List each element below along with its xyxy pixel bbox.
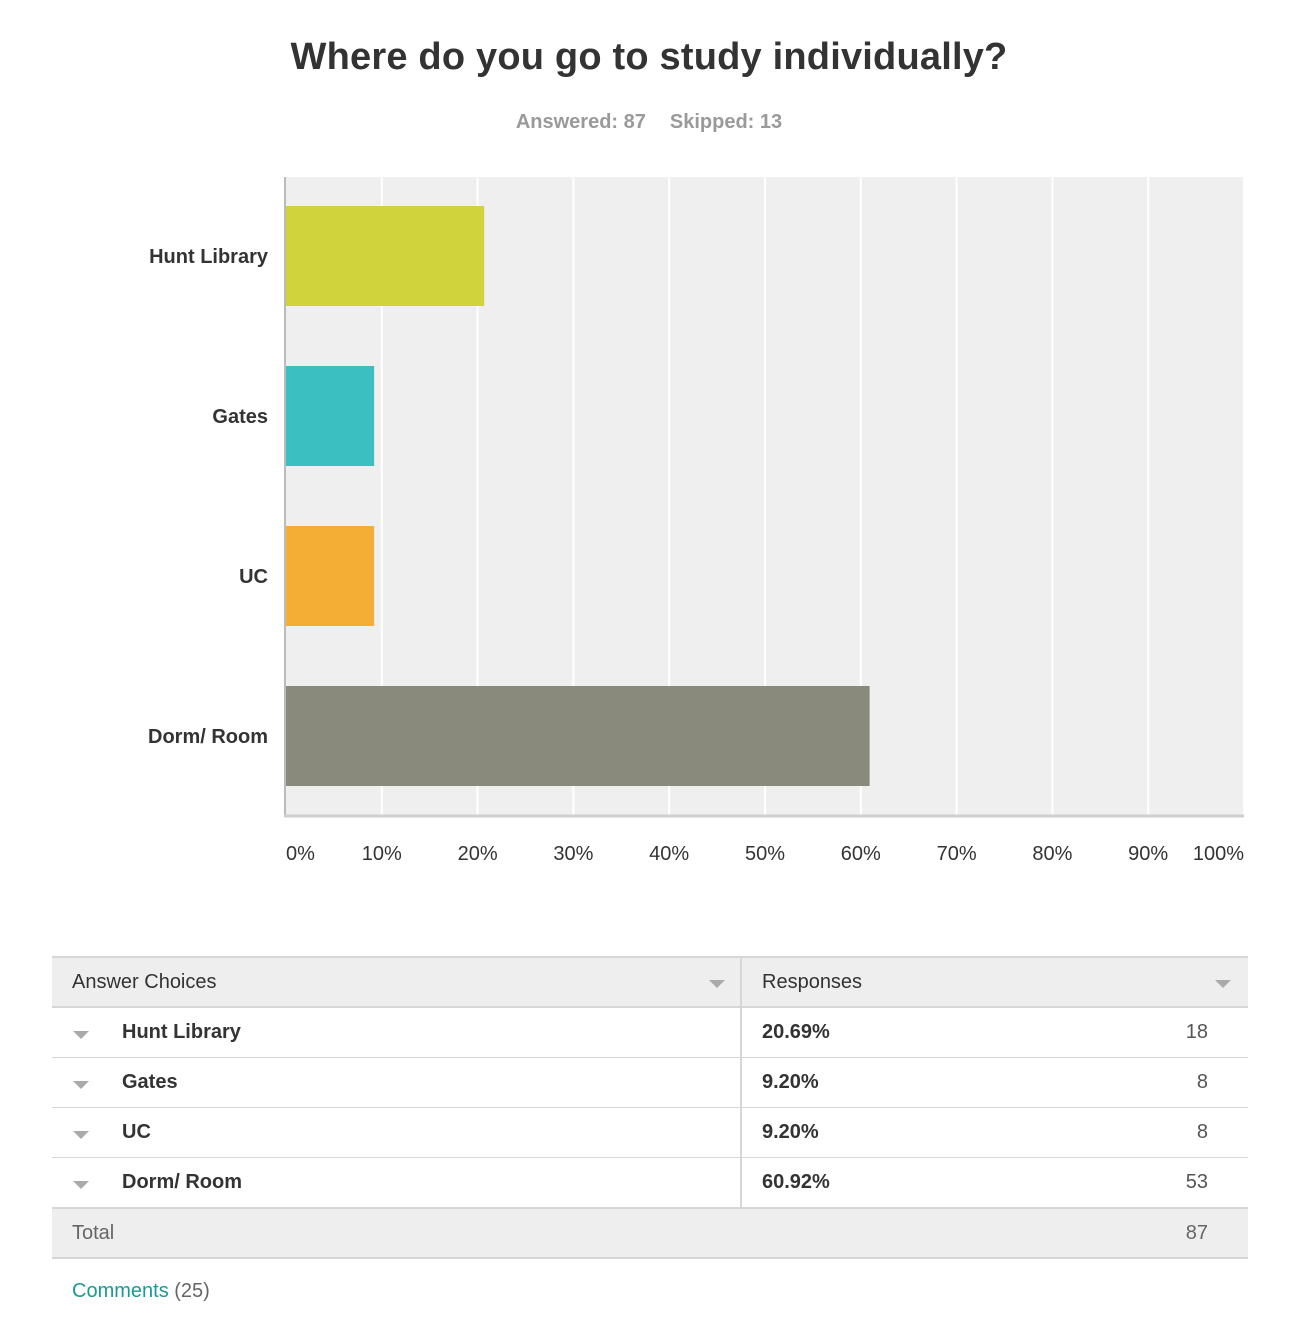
category-label: Hunt Library xyxy=(149,246,269,268)
x-tick-label: 20% xyxy=(458,843,498,865)
response-count: 8 xyxy=(1196,1071,1208,1093)
column-divider xyxy=(740,1158,742,1207)
table-row: UC 9.20% 8 xyxy=(52,1108,1248,1158)
table-row: Hunt Library 20.69% 18 xyxy=(52,1008,1248,1058)
answer-table: Answer Choices Responses Hunt Library 20… xyxy=(52,956,1248,1259)
category-label: UC xyxy=(239,566,268,588)
x-tick-label: 40% xyxy=(649,843,689,865)
response-percent: 20.69% xyxy=(762,1021,830,1043)
response-percent: 9.20% xyxy=(762,1071,819,1093)
response-percent: 9.20% xyxy=(762,1121,819,1143)
comments-count: (25) xyxy=(174,1280,210,1302)
column-divider xyxy=(740,1108,742,1157)
x-tick-label: 0% xyxy=(286,843,315,865)
expand-caret-icon[interactable] xyxy=(73,1131,89,1139)
total-count: 87 xyxy=(1185,1222,1208,1244)
x-tick-label: 60% xyxy=(841,843,881,865)
header-answer-choices[interactable]: Answer Choices xyxy=(72,971,217,993)
answer-label: UC xyxy=(122,1121,151,1143)
bar-4 xyxy=(286,686,870,786)
answer-label: Gates xyxy=(122,1071,178,1093)
x-tick-label: 10% xyxy=(362,843,402,865)
comments-label[interactable]: Comments xyxy=(72,1280,169,1302)
expand-caret-icon[interactable] xyxy=(73,1031,89,1039)
x-tick-label: 80% xyxy=(1032,843,1072,865)
total-label: Total xyxy=(72,1222,115,1244)
x-tick-label: 70% xyxy=(937,843,977,865)
table-row: Gates 9.20% 8 xyxy=(52,1058,1248,1108)
answer-label: Dorm/ Room xyxy=(122,1171,242,1193)
comments-link[interactable]: Comments (25) xyxy=(72,1280,210,1303)
sort-caret-icon[interactable] xyxy=(709,980,725,988)
bar-chart: Hunt Library Gates UC Dorm/ Room 0% 10% 20% 30%… xyxy=(148,177,1245,865)
category-label: Dorm/ Room xyxy=(148,726,268,748)
column-divider xyxy=(740,1058,742,1107)
response-count: 53 xyxy=(1185,1171,1208,1193)
table-total-row: Total 87 xyxy=(52,1208,1248,1259)
answered-count: Answered: 87 xyxy=(515,111,646,133)
skipped-count: Skipped: 13 xyxy=(669,111,783,133)
x-tick-label: 90% xyxy=(1128,843,1168,865)
column-divider xyxy=(740,1008,742,1057)
x-tick-label: 30% xyxy=(553,843,593,865)
answer-label: Hunt Library xyxy=(122,1021,241,1043)
bar-3 xyxy=(286,526,375,626)
table-row: Dorm/ Room 60.92% 53 xyxy=(52,1158,1248,1208)
response-count: 18 xyxy=(1185,1021,1208,1043)
sort-caret-icon[interactable] xyxy=(1215,980,1231,988)
column-divider xyxy=(740,958,742,1006)
response-summary: Answered: 87 Skipped: 13 xyxy=(0,111,1298,134)
x-tick-label: 100% xyxy=(1193,843,1244,865)
bar-1 xyxy=(286,206,485,306)
response-percent: 60.92% xyxy=(762,1171,830,1193)
bar-2 xyxy=(286,366,375,466)
category-label: Gates xyxy=(212,406,268,428)
header-responses[interactable]: Responses xyxy=(762,971,863,993)
expand-caret-icon[interactable] xyxy=(73,1181,89,1189)
chart-title: Where do you go to study individually? xyxy=(290,36,1008,78)
table-header: Answer Choices Responses xyxy=(52,956,1248,1008)
expand-caret-icon[interactable] xyxy=(73,1081,89,1089)
response-count: 8 xyxy=(1196,1121,1208,1143)
x-tick-label: 50% xyxy=(745,843,785,865)
